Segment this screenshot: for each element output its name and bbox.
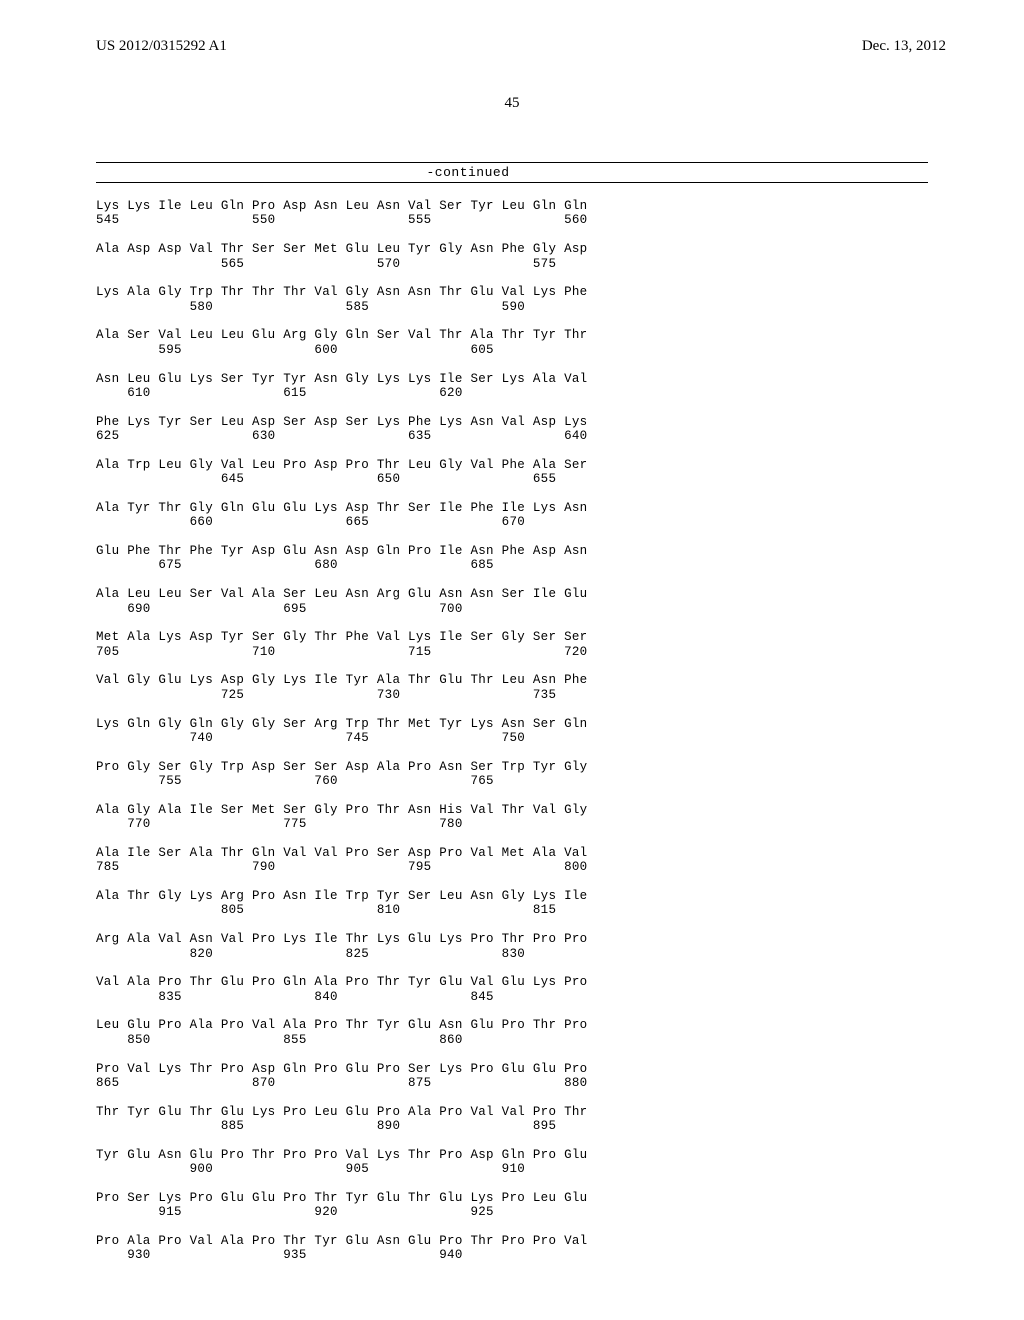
continued-divider: -continued	[96, 162, 928, 183]
sequence-listing: Lys Lys Ile Leu Gln Pro Asp Asn Leu Asn …	[0, 183, 1024, 1277]
page-number: 45	[0, 95, 1024, 112]
patent-date: Dec. 13, 2012	[862, 38, 946, 55]
continued-label: -continued	[96, 163, 928, 182]
patent-number: US 2012/0315292 A1	[96, 38, 227, 55]
